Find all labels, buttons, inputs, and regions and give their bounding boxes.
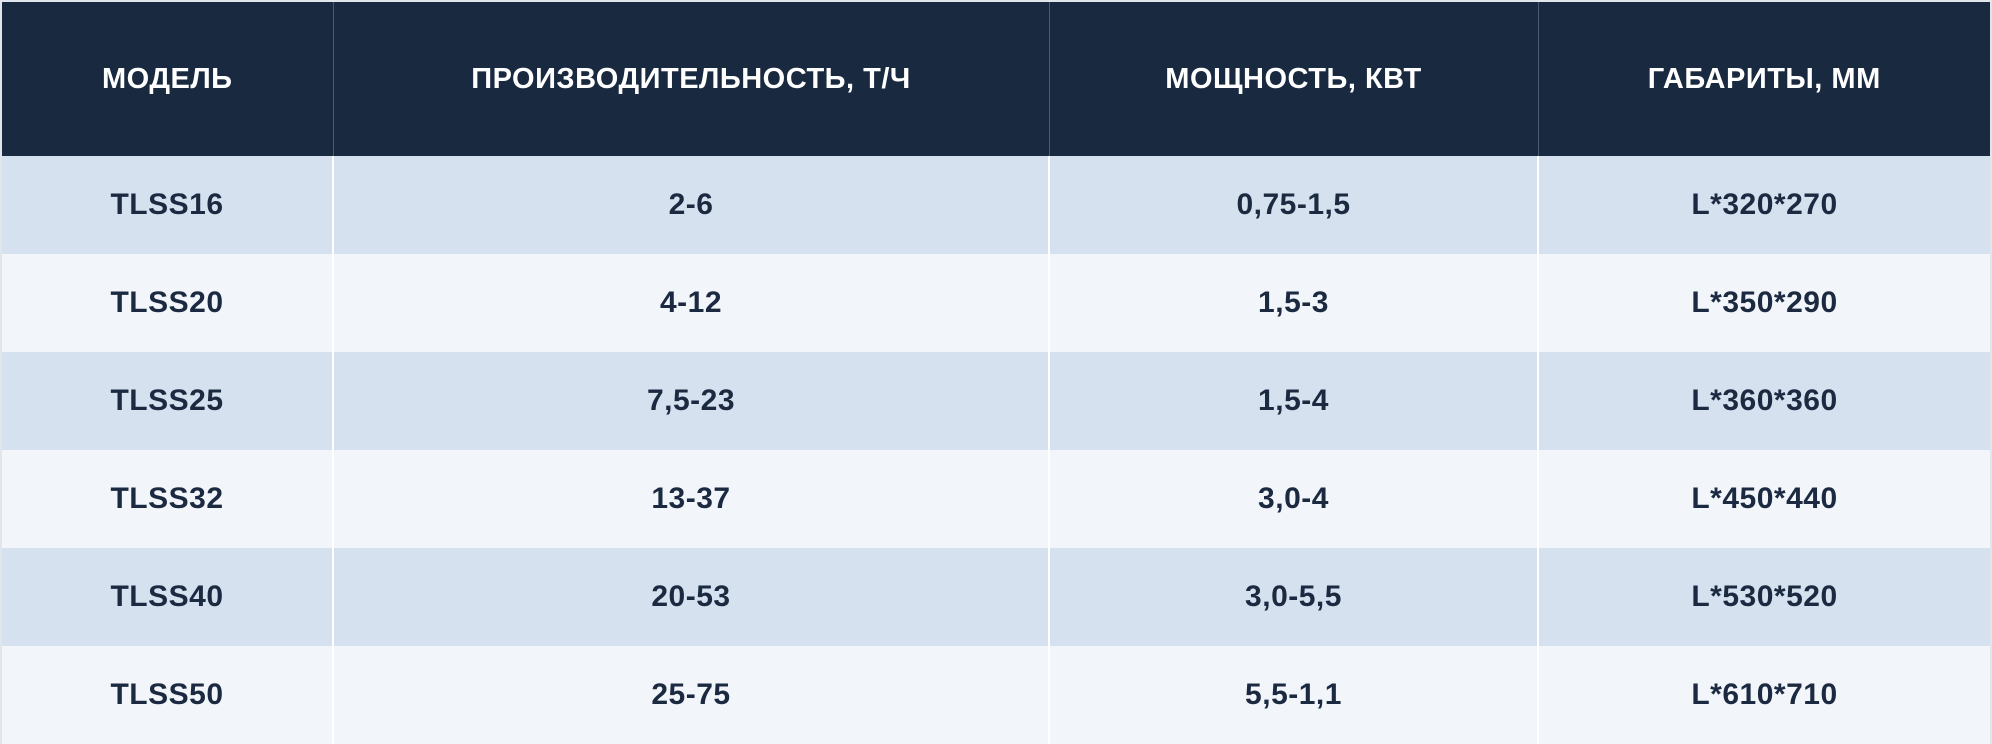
cell-model: TLSS16 — [2, 156, 333, 254]
cell-model: TLSS50 — [2, 646, 333, 744]
cell-capacity: 25-75 — [332, 646, 1049, 744]
cell-model: TLSS40 — [2, 548, 333, 646]
table-row: TLSS32 13-37 3,0-4 L*450*440 — [2, 450, 1990, 548]
cell-dimensions: L*350*290 — [1537, 254, 1990, 352]
cell-model: TLSS20 — [2, 254, 333, 352]
table-row: TLSS20 4-12 1,5-3 L*350*290 — [2, 254, 1990, 352]
cell-power: 3,0-4 — [1048, 450, 1538, 548]
cell-power: 0,75-1,5 — [1048, 156, 1538, 254]
cell-power: 1,5-4 — [1048, 352, 1538, 450]
cell-model: TLSS32 — [2, 450, 333, 548]
cell-dimensions: L*450*440 — [1537, 450, 1990, 548]
cell-capacity: 4-12 — [332, 254, 1049, 352]
header-model: МОДЕЛЬ — [2, 2, 333, 156]
cell-power: 3,0-5,5 — [1048, 548, 1538, 646]
header-row: МОДЕЛЬ ПРОИЗВОДИТЕЛЬНОСТЬ, Т/Ч МОЩНОСТЬ,… — [2, 2, 1990, 156]
cell-dimensions: L*530*520 — [1537, 548, 1990, 646]
header-power: МОЩНОСТЬ, КВТ — [1048, 2, 1538, 156]
table-row: TLSS40 20-53 3,0-5,5 L*530*520 — [2, 548, 1990, 646]
cell-capacity: 20-53 — [332, 548, 1049, 646]
table-row: TLSS25 7,5-23 1,5-4 L*360*360 — [2, 352, 1990, 450]
cell-capacity: 13-37 — [332, 450, 1049, 548]
table-row: TLSS50 25-75 5,5-1,1 L*610*710 — [2, 646, 1990, 744]
cell-capacity: 2-6 — [332, 156, 1049, 254]
table-row: TLSS16 2-6 0,75-1,5 L*320*270 — [2, 156, 1990, 254]
cell-model: TLSS25 — [2, 352, 333, 450]
cell-capacity: 7,5-23 — [332, 352, 1049, 450]
cell-dimensions: L*360*360 — [1537, 352, 1990, 450]
cell-dimensions: L*320*270 — [1537, 156, 1990, 254]
cell-power: 5,5-1,1 — [1048, 646, 1538, 744]
header-capacity: ПРОИЗВОДИТЕЛЬНОСТЬ, Т/Ч — [332, 2, 1049, 156]
header-dimensions: ГАБАРИТЫ, ММ — [1537, 2, 1990, 156]
cell-dimensions: L*610*710 — [1537, 646, 1990, 744]
cell-power: 1,5-3 — [1048, 254, 1538, 352]
